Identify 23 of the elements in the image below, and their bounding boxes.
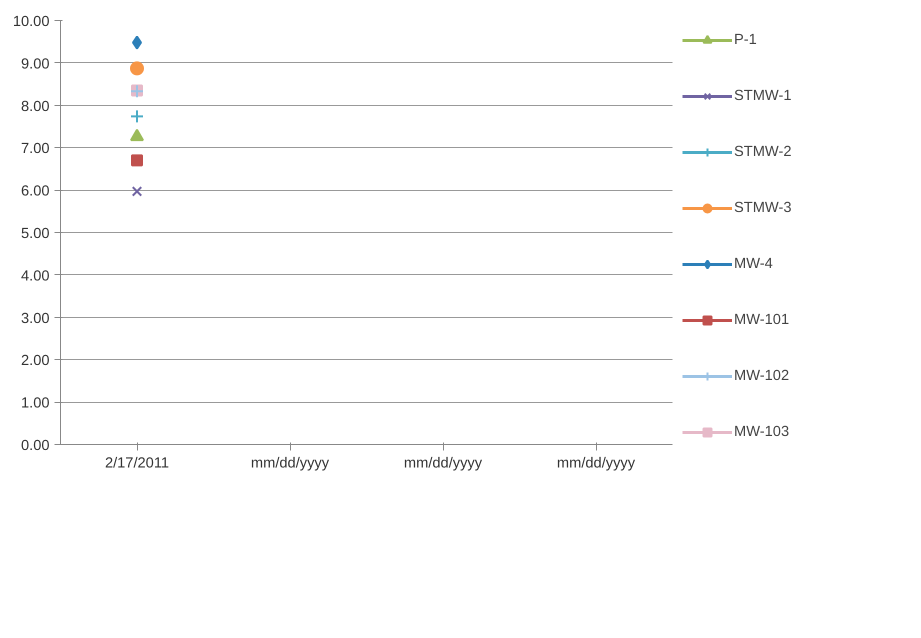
x-tick-label: 2/17/2011: [104, 456, 170, 472]
y-tick-label: 2.00: [20, 353, 50, 370]
y-tick-label: 0.00: [20, 438, 50, 454]
legend-label: P-1: [734, 32, 757, 48]
y-tick-label: 1.00: [20, 396, 50, 412]
legend-label: MW-101: [734, 312, 790, 328]
y-tick-label: 8.00: [20, 98, 50, 115]
legend-label: MW-103: [734, 424, 790, 440]
legend-label: MW-102: [734, 368, 790, 384]
x-tick-label: mm/dd/yyyy: [250, 456, 330, 472]
x-tick-label: mm/dd/yyyy: [404, 456, 483, 472]
x-tick-label: mm/dd/yyyy: [556, 456, 636, 472]
legend-label: STMW-2: [734, 144, 792, 160]
y-tick-label: 9.00: [20, 56, 50, 72]
y-tick-label: 6.00: [20, 184, 50, 200]
y-tick-label: 3.00: [20, 310, 50, 327]
legend-label: MW-4: [734, 256, 773, 272]
y-tick-label: 4.00: [20, 268, 50, 284]
y-tick-label: 7.00: [20, 141, 50, 158]
legend-label: STMW-3: [734, 200, 792, 216]
y-tick-label: 10.00: [12, 14, 50, 30]
legend-label: STMW-1: [734, 88, 792, 104]
y-tick-label: 5.00: [20, 226, 50, 242]
